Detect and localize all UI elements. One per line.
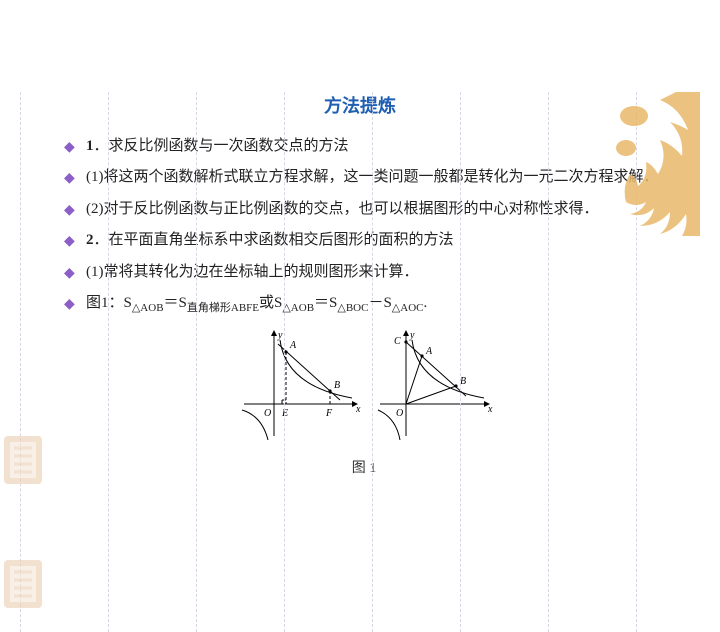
guide-line <box>460 92 461 632</box>
diamond-icon: ◆ <box>64 197 86 222</box>
svg-text:B: B <box>334 380 340 391</box>
svg-text:x: x <box>487 404 493 415</box>
line-text: (2)对于反比例函数与正比例函数的交点，也可以根据图形的中心对称性求得． <box>86 197 664 221</box>
guide-line <box>548 92 549 632</box>
content-line: ◆(1)常将其转化为边在坐标轴上的规则图形来计算． <box>64 260 664 285</box>
content-line: ◆(2)对于反比例函数与正比例函数的交点，也可以根据图形的中心对称性求得． <box>64 197 664 222</box>
content-line: ◆2．在平面直角坐标系中求函数相交后图形的面积的方法 <box>64 228 664 253</box>
formula-text: 图1：S△AOB＝S直角梯形ABFE或S△AOB＝S△BOC－S△AOC. <box>86 291 664 318</box>
svg-text:O: O <box>396 408 403 419</box>
svg-text:C: C <box>394 336 401 347</box>
line-text: 1．求反比例函数与一次函数交点的方法 <box>86 134 664 158</box>
svg-text:y: y <box>277 330 283 341</box>
line-text: (1)将这两个函数解析式联立方程求解，这一类问题一般都是转化为一元二次方程求解． <box>86 165 664 189</box>
diamond-icon: ◆ <box>64 134 86 159</box>
guide-line <box>196 92 197 632</box>
content-line: ◆1．求反比例函数与一次函数交点的方法 <box>64 134 664 159</box>
diamond-icon: ◆ <box>64 291 86 316</box>
formula-line: ◆ 图1：S△AOB＝S直角梯形ABFE或S△AOB＝S△BOC－S△AOC. <box>64 291 664 318</box>
guide-line <box>284 92 285 632</box>
guide-line <box>20 92 21 632</box>
svg-text:x: x <box>355 404 361 415</box>
diamond-icon: ◆ <box>64 260 86 285</box>
guide-line <box>108 92 109 632</box>
line-text: 2．在平面直角坐标系中求函数相交后图形的面积的方法 <box>86 228 664 252</box>
stamp-icon <box>2 558 44 618</box>
figure-1: yxOABEFyxOABC <box>234 326 494 446</box>
svg-text:A: A <box>425 346 433 357</box>
guide-line <box>372 92 373 632</box>
figure-caption: 图 1 <box>64 457 664 477</box>
svg-text:F: F <box>325 408 333 419</box>
content-line: ◆(1)将这两个函数解析式联立方程求解，这一类问题一般都是转化为一元二次方程求解… <box>64 165 664 190</box>
figure-wrap: yxOABEFyxOABC 图 1 <box>64 326 664 477</box>
guide-line <box>636 92 637 632</box>
diamond-icon: ◆ <box>64 165 86 190</box>
diamond-icon: ◆ <box>64 228 86 253</box>
svg-text:A: A <box>289 340 297 351</box>
line-text: (1)常将其转化为边在坐标轴上的规则图形来计算． <box>86 260 664 284</box>
svg-text:O: O <box>264 408 271 419</box>
svg-text:y: y <box>409 330 415 341</box>
